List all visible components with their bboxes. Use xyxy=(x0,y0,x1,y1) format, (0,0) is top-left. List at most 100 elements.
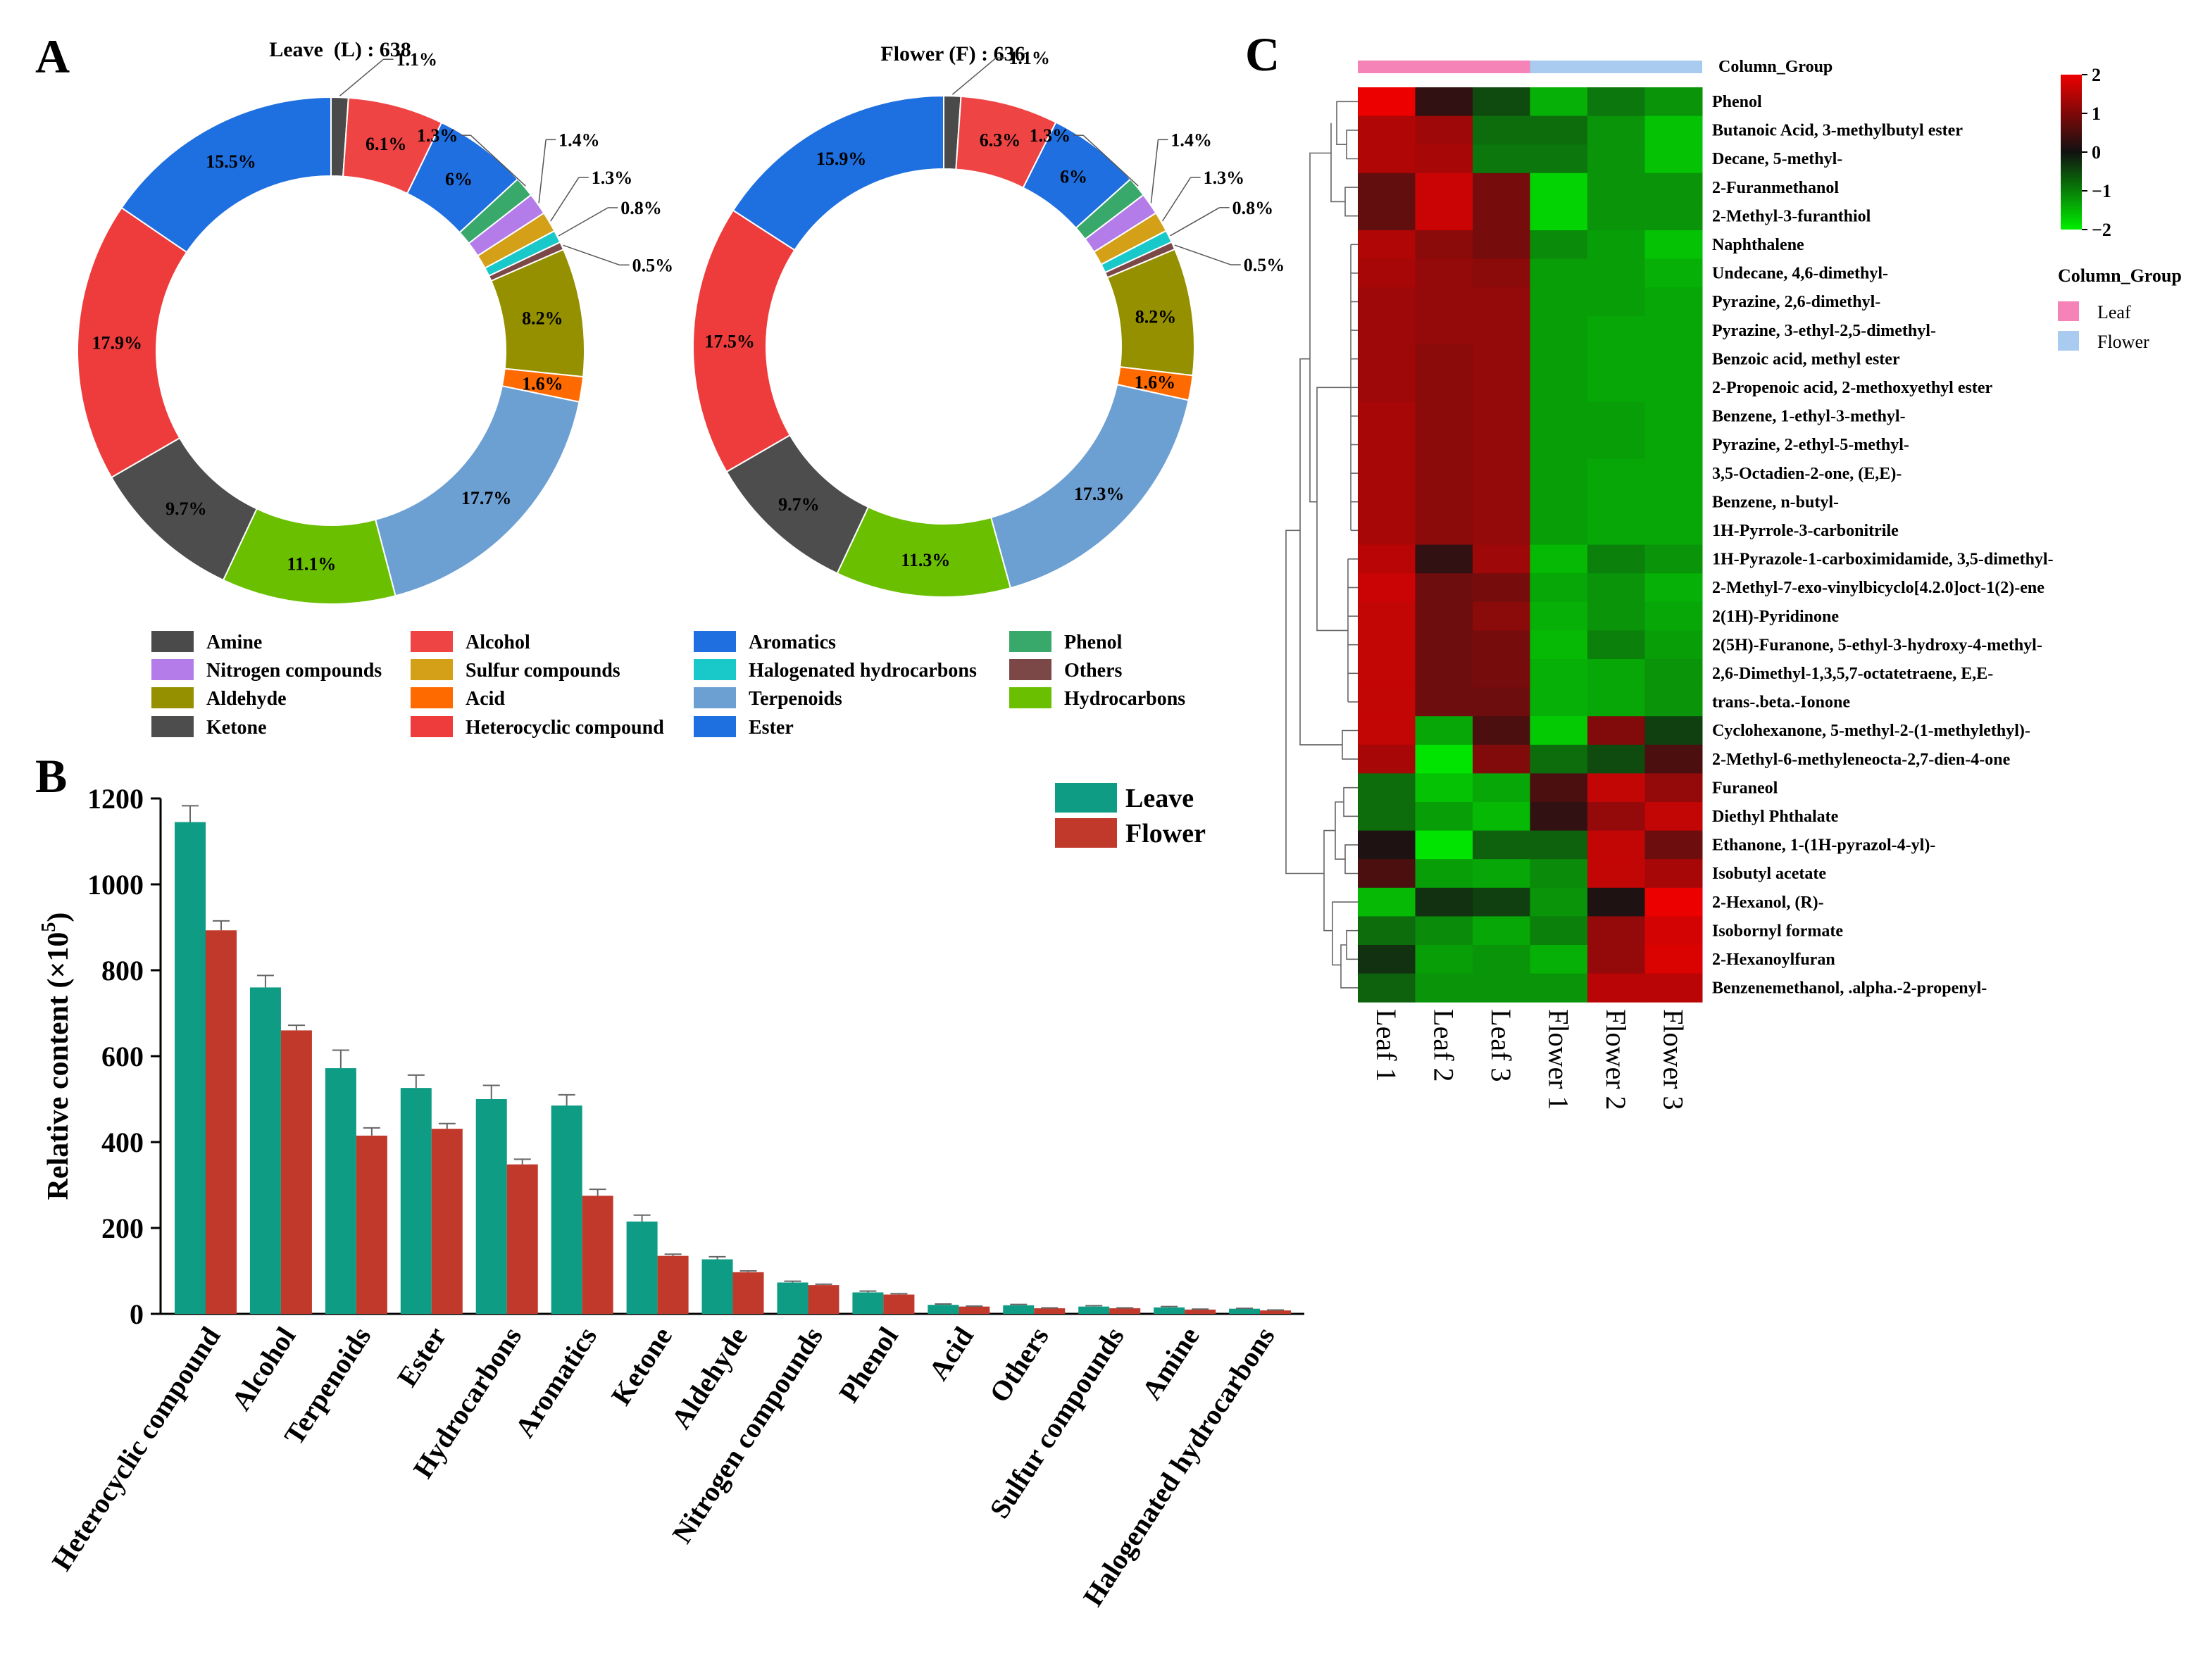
heatmap-cell xyxy=(1587,859,1645,889)
heatmap-cell xyxy=(1415,458,1473,488)
heatmap-cell xyxy=(1358,401,1416,431)
legend-label-nitrogen-compounds: Nitrogen compounds xyxy=(206,660,382,682)
flower-label-others: 0.5% xyxy=(1244,255,1285,275)
bar-leave-others xyxy=(1003,1305,1035,1314)
heatmap-cell xyxy=(1644,144,1703,174)
heatmap-row-label-3: 2-Furanmethanol xyxy=(1712,179,1839,197)
bar-leave-nitrogen-compounds xyxy=(777,1282,809,1314)
heatmap-row-label-26: Ethanone, 1-(1H-pyrazol-4-yl)- xyxy=(1712,836,1935,855)
color-scale-tick-label: 1 xyxy=(2092,104,2101,124)
leave-label-hydrocarbons: 11.1% xyxy=(287,554,336,575)
heatmap-cell xyxy=(1644,973,1703,1003)
heatmap-cell xyxy=(1358,573,1416,603)
heatmap-cell xyxy=(1530,315,1588,345)
heatmap-cell xyxy=(1473,230,1530,260)
heatmap-cell xyxy=(1358,973,1416,1003)
leave-label-phenol: 1.3% xyxy=(417,125,458,146)
heatmap-cell xyxy=(1530,830,1588,860)
heatmap-cell xyxy=(1415,287,1473,317)
heatmap-cell xyxy=(1644,516,1703,546)
heatmap-cell xyxy=(1473,115,1530,145)
group-legend-swatch-leaf xyxy=(2058,301,2079,321)
dendrogram-branch xyxy=(1344,187,1358,217)
bar-y-tick-label: 800 xyxy=(101,955,144,986)
heatmap-cell xyxy=(1358,916,1416,946)
flower-label-amine: 1.1% xyxy=(1009,48,1050,68)
bar-legend-swatch-leave xyxy=(1055,783,1117,813)
flower-label-sulfur-compounds: 1.3% xyxy=(1204,168,1245,188)
leave-leader-phenol xyxy=(470,134,526,187)
legend-label-alcohol: Alcohol xyxy=(466,632,530,653)
heatmap-cell xyxy=(1473,401,1530,431)
heatmap-row-label-15: 1H-Pyrrole-3-carbonitrile xyxy=(1712,522,1899,540)
dendrogram-branch xyxy=(1332,901,1358,966)
legend-swatch-alcohol xyxy=(411,631,453,652)
heatmap-row-label-6: Undecane, 4,6-dimethyl- xyxy=(1712,265,1888,283)
heatmap-row-label-0: Phenol xyxy=(1712,93,1762,111)
heatmap-cell xyxy=(1644,173,1703,202)
leave-slice-terpenoids xyxy=(374,385,580,597)
flower-leader-nitrogen-compounds xyxy=(1150,139,1159,203)
heatmap-cell xyxy=(1644,687,1703,717)
heatmap-cell xyxy=(1473,945,1530,974)
bar-legend-label-leave: Leave xyxy=(1125,784,1194,813)
heatmap-cell xyxy=(1358,115,1416,145)
bar-x-tick-label-others: Others xyxy=(983,1321,1055,1408)
heatmap-cell xyxy=(1530,230,1588,260)
heatmap-cell xyxy=(1644,601,1703,631)
heatmap-cell xyxy=(1587,401,1645,431)
flower-label-halogenated-hydrocarbons: 0.8% xyxy=(1232,198,1274,218)
bar-flower-amine xyxy=(1185,1309,1216,1314)
leave-label-aldehyde: 8.2% xyxy=(522,308,563,328)
bar-leave-acid xyxy=(928,1305,959,1314)
heatmap-cell xyxy=(1415,201,1473,231)
bar-y-tick-label: 600 xyxy=(101,1041,144,1072)
heatmap-cell xyxy=(1358,659,1416,689)
bar-flower-others xyxy=(1034,1308,1066,1314)
bar-flower-alcohol xyxy=(280,1030,312,1314)
color-scale-tick-label: 0 xyxy=(2092,142,2101,163)
heatmap-cell xyxy=(1530,287,1588,317)
legend-swatch-phenol xyxy=(1009,631,1051,652)
heatmap-cell xyxy=(1415,315,1473,345)
heatmap-cell xyxy=(1644,373,1703,403)
heatmap-row-label-27: Isobutyl acetate xyxy=(1712,865,1826,883)
flower-label-terpenoids: 17.3% xyxy=(1074,484,1125,504)
flower-label-aldehyde: 8.2% xyxy=(1135,306,1177,327)
heatmap-row-label-20: 2,6-Dimethyl-1,3,5,7-octatetraene, E,E- xyxy=(1712,665,1993,683)
heatmap-cell xyxy=(1358,87,1416,117)
heatmap-cell xyxy=(1358,287,1416,317)
flower-leader-amine xyxy=(951,57,997,95)
bar-flower-nitrogen-compounds xyxy=(808,1285,839,1314)
heatmap-cell xyxy=(1415,630,1473,660)
bar-leave-amine xyxy=(1154,1307,1185,1314)
heatmap-cell xyxy=(1415,859,1473,889)
leave-label-sulfur-compounds: 1.3% xyxy=(592,168,633,188)
bar-flower-terpenoids xyxy=(356,1135,387,1314)
heatmap-cell xyxy=(1473,344,1530,374)
heatmap-cell xyxy=(1644,573,1703,603)
panel-label-c: C xyxy=(1245,27,1280,81)
bar-y-tick-label: 400 xyxy=(101,1127,144,1158)
heatmap-cell xyxy=(1530,744,1588,774)
color-scale-tick-label: 2 xyxy=(2092,65,2101,85)
legend-label-acid: Acid xyxy=(466,688,505,710)
heatmap-cell xyxy=(1530,859,1588,889)
heatmap-cell xyxy=(1358,258,1416,288)
heatmap-cell xyxy=(1530,201,1588,231)
heatmap-cell xyxy=(1358,173,1416,202)
heatmap-cell xyxy=(1530,945,1588,974)
heatmap-row-label-12: Pyrazine, 2-ethyl-5-methyl- xyxy=(1712,436,1909,454)
heatmap-cell xyxy=(1473,916,1530,946)
heatmap-cell xyxy=(1644,916,1703,946)
bar-x-tick-label-phenol: Phenol xyxy=(832,1321,904,1408)
heatmap-cell xyxy=(1473,430,1530,460)
heatmap-cell xyxy=(1530,916,1588,946)
flower-slice-ester xyxy=(732,94,944,251)
donut-leave: 6.1% 6% 8.2% 1.6% 17.7% 11.1% 9.7% 17.9% 15.5% 1.… xyxy=(77,49,673,605)
dendrogram-branch xyxy=(1316,387,1327,632)
heatmap-cell xyxy=(1530,373,1588,403)
leave-leader-others xyxy=(563,244,620,265)
heatmap-cell xyxy=(1473,287,1530,317)
heatmap-row-label-24: Furaneol xyxy=(1712,779,1778,797)
